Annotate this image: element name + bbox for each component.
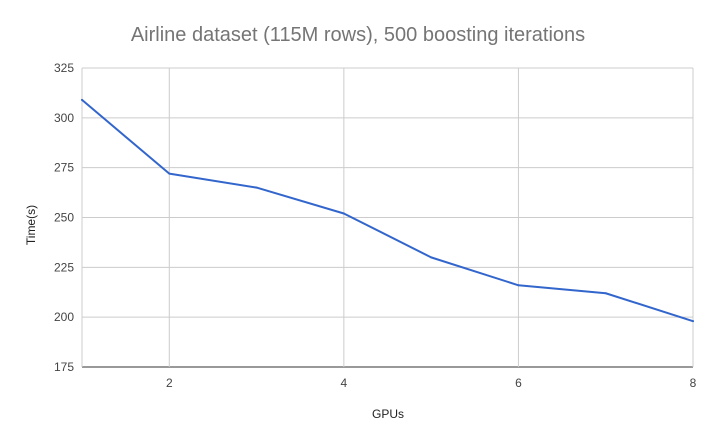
data-point [430,256,433,259]
series-line [81,98,694,323]
y-tick-label: 200 [54,310,74,324]
data-point [692,320,694,323]
data-point [517,284,520,287]
x-tick-label: 2 [166,376,173,390]
data-point [81,98,83,101]
y-tick-label: 300 [54,111,74,125]
y-tick-label: 325 [54,61,74,75]
data-point [604,292,607,295]
x-tick-label: 8 [690,376,697,390]
tick-labels: 175 200 225 250 275 300 325 2 4 6 8 [54,61,697,390]
y-tick-label: 225 [54,260,74,274]
data-point [168,172,171,175]
series [81,98,694,323]
y-tick-label: 275 [54,161,74,175]
data-point [342,212,345,215]
data-point [255,186,258,189]
y-axis-label: Time(s) [24,205,38,245]
chart-title: Airline dataset (115M rows), 500 boostin… [131,24,585,46]
x-tick-label: 6 [515,376,522,390]
grid [81,67,694,368]
y-tick-label: 175 [54,360,74,374]
x-tick-label: 4 [341,376,348,390]
y-tick-label: 250 [54,211,74,225]
x-axis-label: GPUs [372,407,404,421]
